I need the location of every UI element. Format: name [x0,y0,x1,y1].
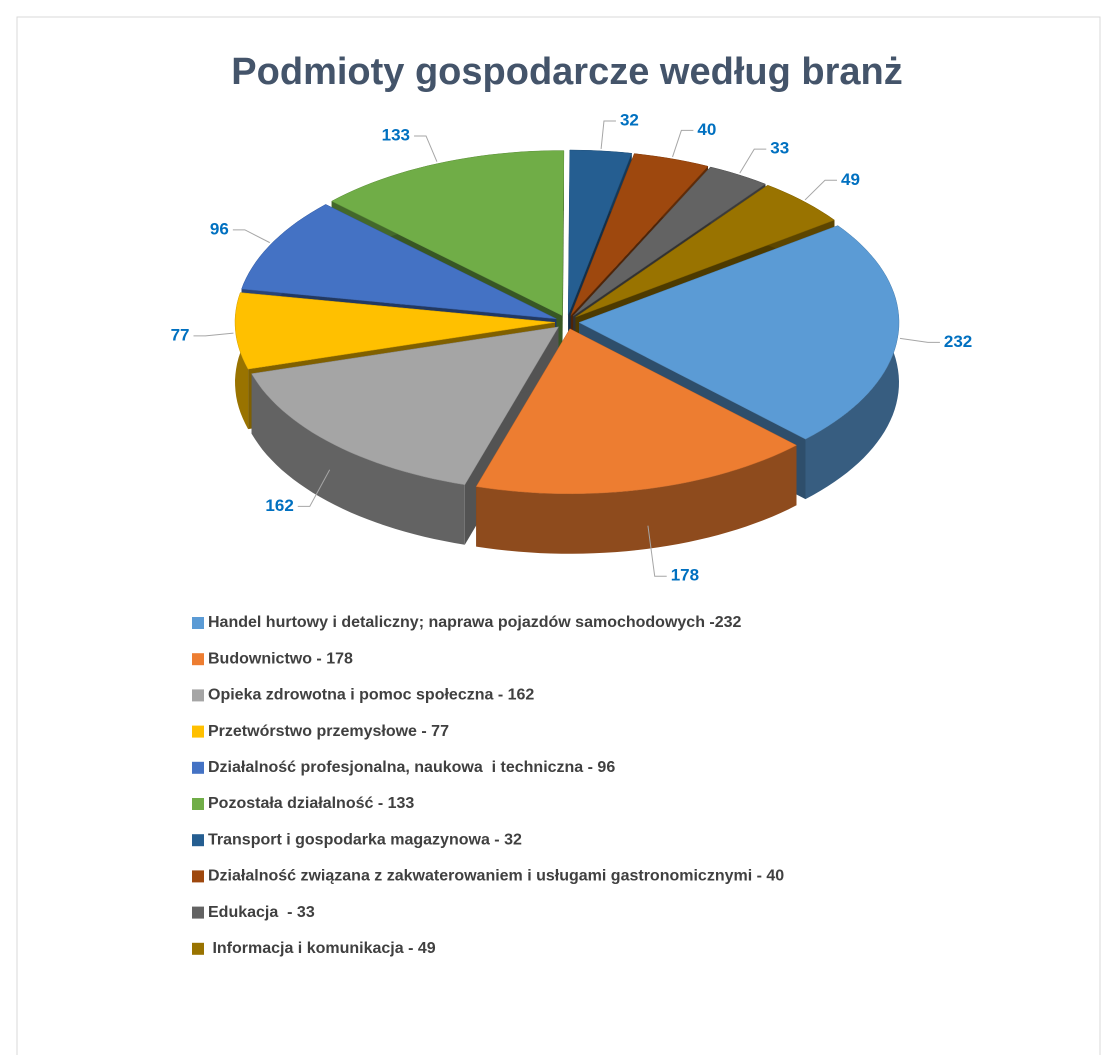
legend-swatch [192,617,204,629]
slice [570,153,709,316]
data-label: 232 [944,332,972,351]
slice [475,328,798,495]
legend-label: Informacja i komunikacja - 49 [208,940,436,957]
legend-swatch [192,725,204,738]
leader-line [672,129,694,158]
slice [573,166,766,317]
slice [251,326,559,485]
legend-label: Opieka zdrowotna i pomoc społeczna - 162 [208,687,534,704]
legend-label: Transport i gospodarka magazynowa - 32 [208,831,522,848]
legend-swatch [192,798,204,810]
leader-line [232,229,271,244]
data-label: 32 [620,111,639,130]
legend-label: Pozostała działalność - 133 [208,795,414,812]
legend-label: Budownictwo - 178 [208,650,353,667]
legend-label: Edukacja - 33 [208,904,315,921]
leader-line [899,337,940,343]
legend-swatch [192,761,204,774]
data-label: 162 [265,496,293,515]
slice [234,292,556,370]
chart-title: Podmioty gospodarcze według branż [231,51,902,93]
legend-swatch [192,689,204,702]
leader-line [647,525,667,577]
data-label: 96 [210,219,229,238]
legend-label: Handel hurtowy i detaliczny; naprawa poj… [208,614,742,631]
slice [241,204,557,320]
legend-swatch [192,653,204,666]
legend-swatch [192,870,204,883]
legend-label: Przetwórstwo przemysłowe - 77 [208,723,449,740]
data-label: 49 [841,170,860,189]
slice-outer-wall [476,445,797,554]
slice [567,149,633,316]
data-label: 33 [770,139,789,158]
slice-outer-wall [251,373,465,545]
leader-line [193,332,234,337]
data-label: 77 [171,325,190,344]
legend-label: Działalność związana z zakwaterowaniem i… [208,868,784,885]
slice [578,225,900,440]
leader-line [804,179,837,201]
legend-swatch [192,834,204,847]
data-label: 133 [382,125,410,144]
legend-label: Działalność profesjonalna, naukowa i tec… [208,759,615,776]
slice [331,150,565,317]
data-label: 40 [697,120,716,139]
legend-swatch [192,942,204,955]
slice [575,184,835,318]
legend-swatch [192,906,204,919]
leader-line [414,135,438,162]
leader-line [739,148,767,174]
data-label: 178 [671,566,699,585]
leader-line [600,120,616,149]
leader-line [297,469,331,507]
